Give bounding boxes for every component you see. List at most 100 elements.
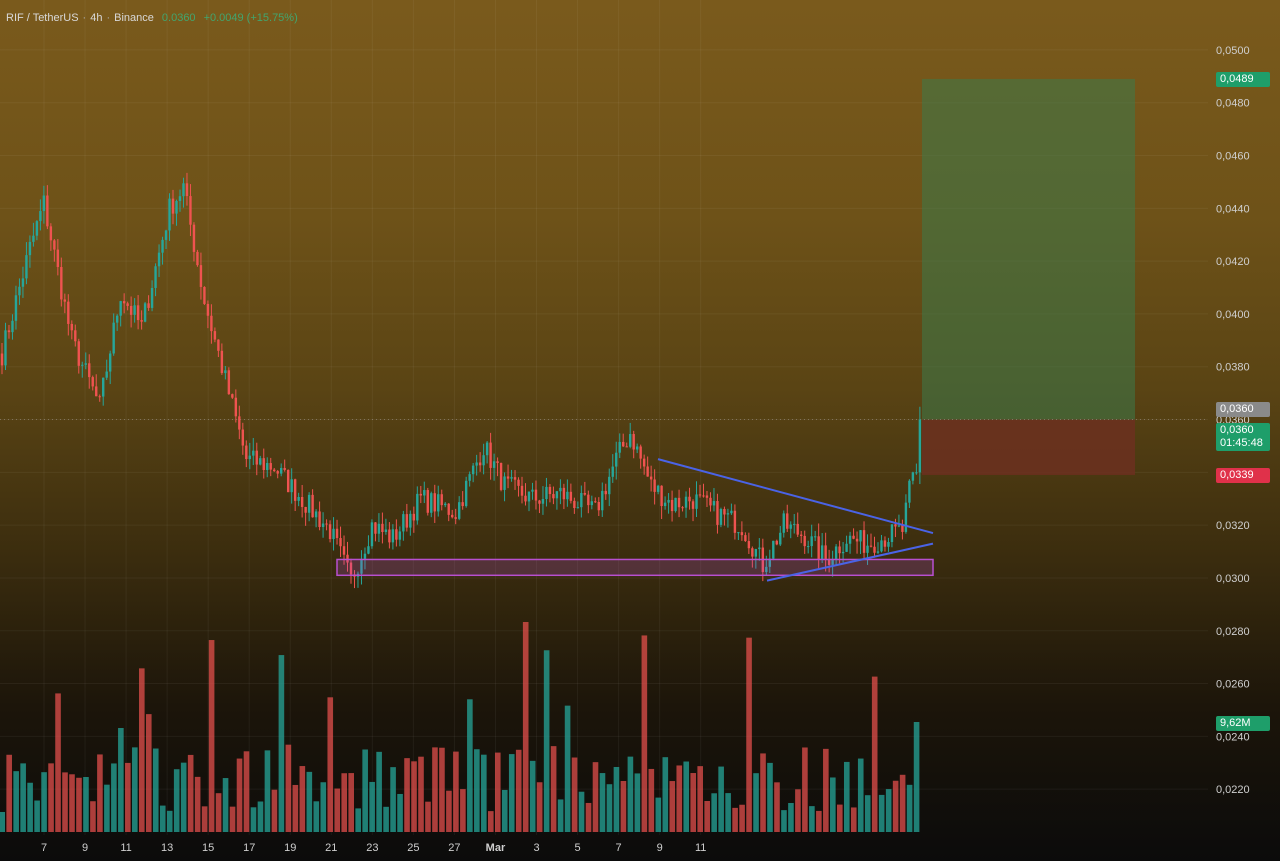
candle-body xyxy=(252,450,255,456)
interval-label[interactable]: 4h xyxy=(90,12,103,24)
candle-body xyxy=(552,494,555,499)
candle-body xyxy=(492,461,496,468)
candle-body xyxy=(545,486,548,500)
ascending-trendline[interactable] xyxy=(766,542,934,582)
candle-body xyxy=(122,301,126,304)
volume-bar xyxy=(348,773,354,832)
candle-body xyxy=(259,458,262,465)
candle-body xyxy=(897,525,901,527)
volume-bar xyxy=(0,811,5,832)
volume-bar xyxy=(809,806,815,832)
volume-bar xyxy=(327,697,334,832)
candle-body xyxy=(437,494,440,512)
volume-bar xyxy=(878,794,885,832)
volume-bar xyxy=(194,776,201,832)
volume-bar xyxy=(732,807,738,832)
volume-bar xyxy=(599,773,606,832)
candle-body xyxy=(883,540,887,547)
last-price-gray-tag: 0,0360 xyxy=(1216,401,1270,417)
candle-body xyxy=(133,305,136,315)
volume-bar xyxy=(850,807,857,832)
candle-body xyxy=(185,183,189,197)
volume-bar xyxy=(292,784,299,832)
candle-body xyxy=(730,510,733,514)
candle-body xyxy=(880,540,883,552)
y-tick-label: 0,0320 xyxy=(1216,520,1250,532)
candle-body xyxy=(869,545,873,547)
candles xyxy=(0,172,922,589)
volume-bar xyxy=(648,768,655,832)
volume-bar xyxy=(760,753,766,832)
candle-body xyxy=(834,546,838,560)
candle-body xyxy=(580,493,583,508)
volume-bar xyxy=(152,748,159,832)
candle-body xyxy=(423,490,426,496)
candle-body xyxy=(143,303,147,322)
volume-bar xyxy=(13,771,19,832)
candle-body xyxy=(894,524,897,527)
volume-bar xyxy=(411,761,417,832)
x-tick-label: 3 xyxy=(533,842,539,854)
candle-body xyxy=(793,523,796,525)
x-tick-label: 9 xyxy=(657,842,663,854)
volume-bar xyxy=(383,806,389,832)
x-tick-label: 15 xyxy=(202,842,214,854)
candle-body xyxy=(618,441,621,453)
candle-body xyxy=(213,331,217,340)
candle-body xyxy=(691,501,695,509)
candle-body xyxy=(873,546,876,553)
candle-body xyxy=(307,494,311,513)
candle-body xyxy=(63,299,67,302)
volume-bar xyxy=(627,756,634,832)
candle-body xyxy=(321,523,325,527)
symbol-label[interactable]: RIF / TetherUS xyxy=(6,12,79,24)
x-tick-label: 7 xyxy=(616,842,622,854)
candle-body xyxy=(667,499,670,503)
candle-body xyxy=(890,524,894,543)
volume-bar xyxy=(425,801,431,832)
candle-body xyxy=(663,502,667,507)
candle-body xyxy=(471,465,475,475)
candle-body xyxy=(42,195,46,212)
candle-body xyxy=(335,528,339,539)
drawings[interactable] xyxy=(336,458,934,582)
descending-trendline[interactable] xyxy=(657,458,934,535)
volume-bar xyxy=(173,769,180,832)
candle-body xyxy=(203,286,206,304)
change-label: +0.0049 (+15.75%) xyxy=(203,12,298,24)
candle-body xyxy=(388,529,391,543)
candle-body xyxy=(451,514,454,518)
volume-bar xyxy=(222,778,229,832)
volume-bar xyxy=(236,758,243,832)
volume-bar xyxy=(145,714,152,832)
volume-bar xyxy=(704,800,710,832)
candle-body xyxy=(608,476,611,495)
candle-body xyxy=(426,490,429,513)
volume-bar xyxy=(467,699,473,832)
take-profit-zone xyxy=(922,78,1135,420)
candle-body xyxy=(747,541,751,549)
candle-body xyxy=(639,446,642,459)
support-zone-box[interactable] xyxy=(336,558,934,577)
candle-body xyxy=(737,532,740,534)
volume-bar xyxy=(313,801,320,832)
candle-body xyxy=(70,323,73,331)
volume-bar xyxy=(550,746,557,832)
candle-body xyxy=(489,442,492,468)
volume-bar xyxy=(481,754,487,832)
grid-lines xyxy=(0,0,1208,835)
candle-body xyxy=(520,485,524,496)
volume-bar xyxy=(655,797,662,832)
candle-body xyxy=(719,509,723,525)
candle-body xyxy=(430,493,433,513)
candle-body xyxy=(129,305,133,315)
candle-body xyxy=(440,494,443,506)
candle-body xyxy=(646,466,649,477)
candle-body xyxy=(14,295,18,321)
candle-body xyxy=(409,513,412,528)
volume-bars xyxy=(0,622,920,832)
candle-body xyxy=(304,506,307,513)
x-tick-label: Mar xyxy=(486,842,506,854)
